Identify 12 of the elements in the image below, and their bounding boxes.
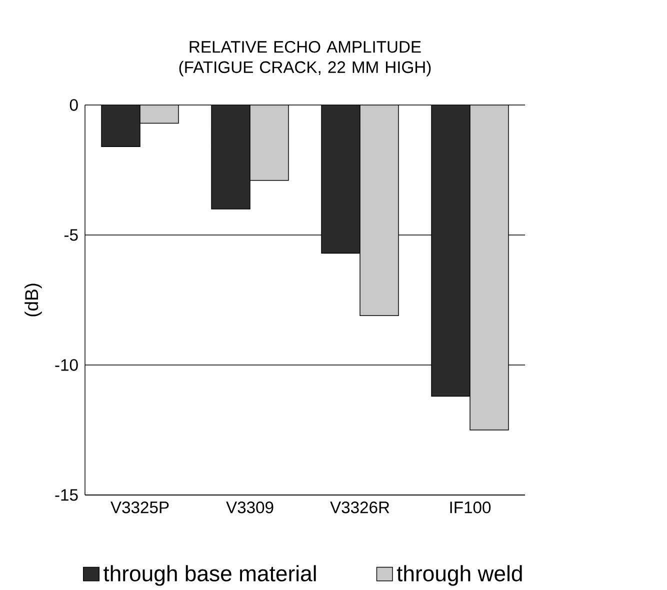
y-tick-label: 0 — [70, 99, 78, 111]
x-tick-label: IF100 — [450, 502, 491, 514]
y-tick-label: -5 — [64, 229, 78, 241]
x-tick-label: V3309 — [226, 502, 274, 514]
legend-label: through weld — [396, 565, 522, 586]
y-tick-label: -15 — [55, 489, 78, 501]
chart-title: RELATIVE ECHO AMPLITUDE (FATIGUE CRACK, 22 MM HIGH) — [179, 41, 431, 76]
y-tick-label: -10 — [55, 359, 78, 371]
x-tick-label: V3326R — [330, 502, 390, 514]
legend-label: through base material — [104, 565, 316, 586]
x-tick-label: V3325P — [110, 502, 169, 514]
y-axis-title: (dB) — [24, 284, 42, 316]
